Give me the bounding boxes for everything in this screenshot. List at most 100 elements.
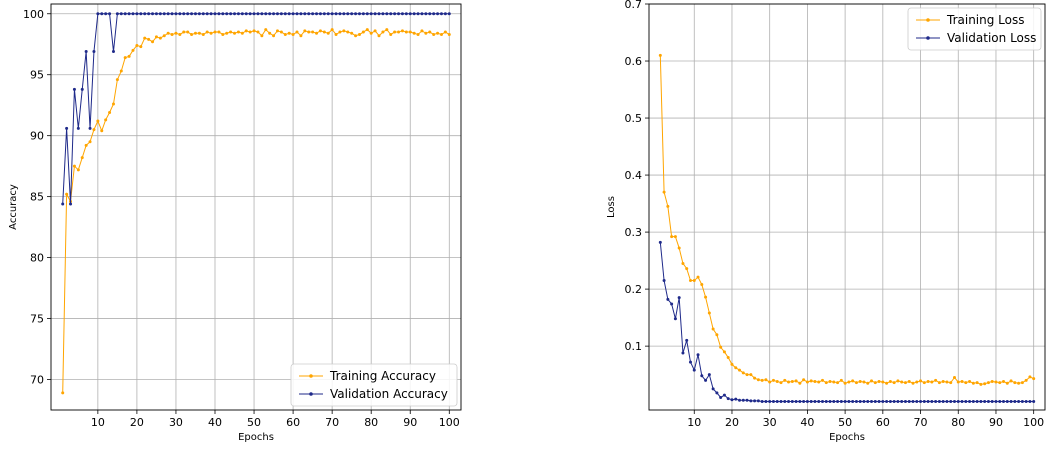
data-point: [726, 397, 730, 401]
data-point: [839, 399, 843, 403]
legend: Training Loss Validation Loss: [907, 7, 1042, 51]
data-point: [722, 393, 726, 397]
data-point: [205, 12, 209, 16]
data-point: [1005, 399, 1009, 403]
data-point: [385, 28, 389, 32]
data-point: [715, 391, 719, 395]
data-point: [956, 399, 960, 403]
data-point: [357, 32, 361, 36]
data-point: [824, 381, 828, 385]
data-point: [322, 30, 326, 34]
data-point: [666, 204, 670, 208]
data-point: [424, 31, 428, 35]
data-point: [1013, 381, 1017, 385]
data-point: [885, 381, 889, 385]
data-point: [790, 399, 794, 403]
data-point: [303, 29, 307, 33]
data-point: [877, 379, 881, 383]
data-point: [229, 30, 233, 34]
data-point: [964, 399, 968, 403]
y-tick-label: 0.4: [625, 169, 643, 182]
x-tick-label: 40: [800, 416, 814, 429]
data-point: [381, 12, 385, 16]
data-point: [658, 53, 662, 57]
data-point: [217, 12, 221, 16]
data-point: [236, 12, 240, 16]
data-point: [127, 12, 131, 16]
data-point: [315, 31, 319, 35]
data-point: [787, 399, 791, 403]
data-point: [357, 12, 361, 16]
data-point: [326, 31, 330, 35]
data-point: [851, 399, 855, 403]
data-point: [346, 12, 350, 16]
data-point: [1017, 399, 1021, 403]
data-point: [787, 380, 791, 384]
data-point: [922, 381, 926, 385]
data-point: [178, 12, 182, 16]
data-point: [979, 399, 983, 403]
data-point: [870, 379, 874, 383]
data-point: [983, 399, 987, 403]
x-tick-label: 50: [247, 416, 261, 429]
data-point: [303, 12, 307, 16]
data-point: [688, 360, 692, 364]
data-point: [264, 28, 268, 32]
data-point: [960, 399, 964, 403]
data-point: [692, 279, 696, 283]
data-point: [738, 398, 742, 402]
x-tick-label: 70: [325, 416, 339, 429]
data-point: [930, 380, 934, 384]
data-point: [764, 399, 768, 403]
data-point: [96, 119, 100, 123]
data-point: [397, 12, 401, 16]
data-point: [794, 399, 798, 403]
data-point: [92, 50, 96, 54]
data-point: [768, 399, 772, 403]
data-point: [696, 353, 700, 357]
data-point: [69, 202, 73, 206]
data-point: [700, 283, 704, 287]
data-point: [711, 327, 715, 331]
data-point: [170, 32, 174, 36]
data-point: [279, 12, 283, 16]
data-point: [209, 12, 213, 16]
data-point: [986, 399, 990, 403]
legend-marker: [309, 374, 313, 378]
loss-chart: 10 20 30 40 50 60 70 80 90 100 0.1 0.2 0.3 0.4 0.5 0.6 0…: [606, 0, 1046, 443]
data-point: [673, 317, 677, 321]
data-point: [817, 380, 821, 384]
data-point: [240, 31, 244, 35]
x-tick-label: 20: [725, 416, 739, 429]
data-point: [911, 399, 915, 403]
data-point: [836, 399, 840, 403]
data-point: [447, 12, 451, 16]
data-point: [229, 12, 233, 16]
data-point: [416, 12, 420, 16]
data-point: [76, 126, 80, 130]
data-point: [753, 376, 757, 380]
data-point: [952, 375, 956, 379]
data-point: [937, 399, 941, 403]
data-point: [820, 378, 824, 382]
data-point: [673, 235, 677, 239]
data-point: [756, 378, 760, 382]
data-point: [334, 32, 338, 36]
data-point: [178, 32, 182, 36]
y-tick-label: 0.3: [625, 226, 643, 239]
data-point: [915, 399, 919, 403]
data-point: [279, 30, 283, 34]
data-point: [1002, 399, 1006, 403]
data-point: [443, 30, 447, 34]
data-point: [968, 379, 972, 383]
data-point: [843, 381, 847, 385]
data-point: [115, 78, 119, 82]
data-point: [248, 12, 252, 16]
data-point: [937, 381, 941, 385]
data-point: [922, 399, 926, 403]
data-point: [719, 395, 723, 399]
data-point: [941, 399, 945, 403]
data-point: [775, 399, 779, 403]
data-point: [225, 31, 229, 35]
data-point: [330, 12, 334, 16]
